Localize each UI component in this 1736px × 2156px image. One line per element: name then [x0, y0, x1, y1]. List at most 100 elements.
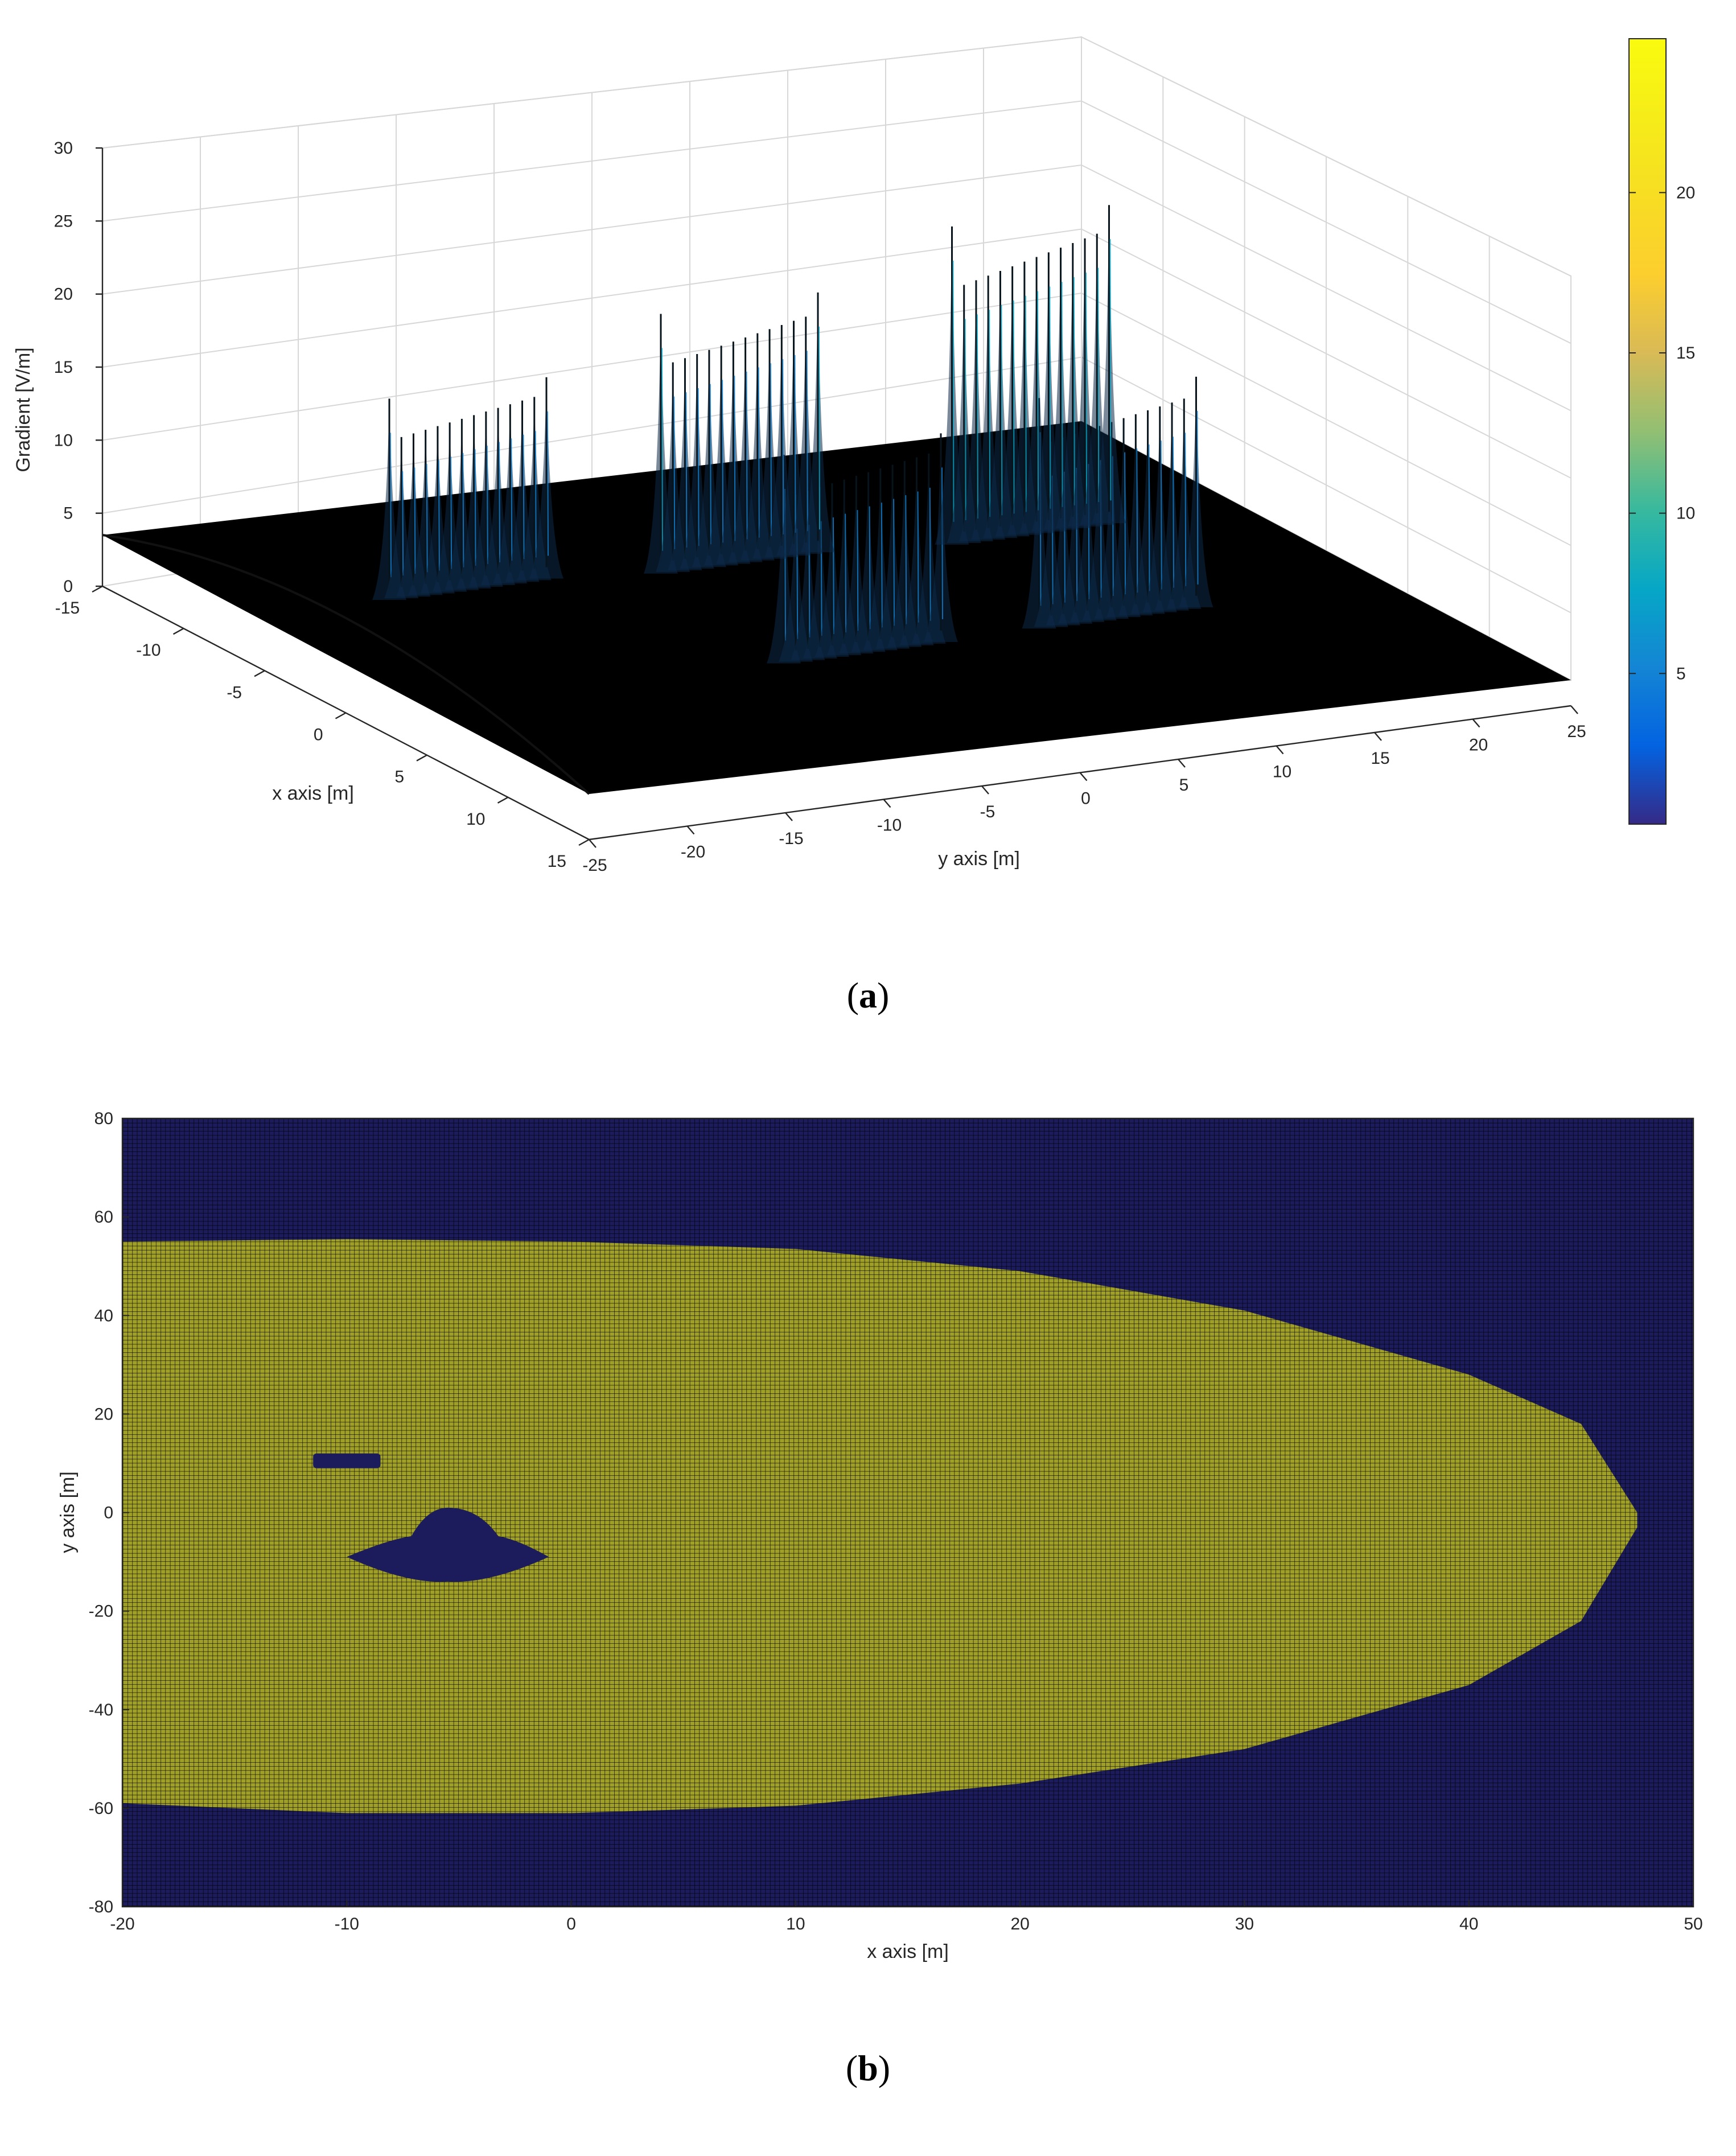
x-tick-mark [254, 670, 265, 677]
peak-highlight [976, 314, 978, 519]
peak-spike [740, 333, 775, 561]
peak-spike [958, 280, 993, 542]
z-tick-label: 10 [54, 431, 73, 450]
y-axis-label: y axis [m] [938, 848, 1020, 870]
y-tick-label: 20 [1469, 736, 1488, 755]
peak-spike [764, 324, 799, 557]
peak-highlight [857, 510, 859, 631]
b-y-axis-label: y axis [m] [57, 1471, 79, 1553]
peak-spike [420, 426, 455, 594]
peak-highlight [661, 348, 663, 551]
colorbar-tick-label: 5 [1676, 664, 1686, 683]
x-tick-label: -15 [55, 599, 80, 618]
peak-highlight [929, 487, 931, 621]
z-tick-label: 20 [54, 285, 73, 304]
y-tick-label: 0 [1081, 789, 1091, 808]
y-tick-mark [1178, 759, 1186, 768]
b-x-tick-label: 0 [566, 1915, 576, 1933]
peak-spike [827, 479, 862, 656]
x-tick-label: -5 [227, 683, 242, 702]
x-tick-mark [335, 712, 347, 719]
peak-spike [493, 404, 528, 584]
y-tick-mark [589, 839, 597, 848]
peak-highlight [818, 326, 820, 530]
peak-highlight [511, 438, 513, 561]
peak-highlight [499, 442, 501, 563]
peak-highlight [1073, 277, 1075, 505]
colorbar-tick-label: 10 [1676, 504, 1695, 523]
peak-highlight [794, 355, 796, 533]
peak-spike [1080, 233, 1114, 525]
peak-highlight [989, 310, 991, 517]
peak-spike [408, 430, 443, 595]
x-tick-mark [416, 754, 427, 762]
b-x-tick-label: -20 [110, 1915, 134, 1933]
peak-highlight [952, 260, 955, 522]
colorbar: 5 10 15 20 [1628, 38, 1695, 825]
peak-spike [839, 476, 874, 654]
b-x-axis-label: x axis [m] [867, 1941, 949, 1962]
peak-highlight [734, 376, 736, 541]
y-tick-label: 15 [1371, 749, 1389, 768]
y-tick-label: 25 [1567, 722, 1586, 741]
x-tick-label: 15 [548, 852, 566, 871]
heatmap-region [122, 1239, 1638, 1813]
hole-bar [313, 1453, 381, 1468]
peak-spike [947, 285, 981, 543]
peak-spike [644, 314, 678, 574]
peak-spike [752, 329, 787, 559]
peak-spike [1118, 414, 1153, 616]
y-tick-label: -25 [582, 856, 607, 875]
b-y-tick-label: 40 [94, 1306, 113, 1325]
y-tick-label: -20 [681, 843, 705, 862]
y-tick-label: -15 [779, 829, 803, 848]
x-tick-label: -10 [136, 641, 161, 660]
peak-spike [396, 433, 431, 597]
peak-spike [704, 345, 739, 566]
y-tick-mark [785, 812, 793, 821]
peak-spike [372, 398, 406, 600]
peak-spike [1019, 257, 1054, 533]
panel-a-surface-chart: 0 5 10 15 20 25 30 -15 -10 -5 0 5 10 15 -25 -20 -15 -10 -5… [13, 36, 1695, 1015]
peak-highlight [1061, 282, 1063, 507]
caption-b-letter: b [858, 2048, 878, 2088]
peak-spike [1130, 410, 1165, 614]
b-x-tick-label: 30 [1235, 1915, 1254, 1933]
colorbar-tick-label: 20 [1676, 183, 1695, 202]
peak-spike [1167, 398, 1202, 609]
x-tick-mark [497, 796, 509, 804]
y-tick-mark [1570, 705, 1578, 714]
b-x-tick-label: 50 [1684, 1915, 1702, 1933]
peak-spike [456, 415, 491, 589]
b-y-tick-label: 80 [94, 1109, 113, 1128]
peak-highlight [1097, 268, 1100, 503]
peak-spike [1031, 252, 1066, 532]
peak-spike [1142, 406, 1177, 612]
peak-spike [529, 377, 563, 579]
b-y-tick-label: 60 [94, 1208, 113, 1227]
peak-spike [801, 292, 835, 553]
peak-spike [680, 353, 714, 569]
peak-spike [384, 437, 419, 599]
peak-highlight [1109, 239, 1112, 501]
b-x-tick-label: 10 [786, 1915, 805, 1933]
z-tick-label: 5 [63, 504, 73, 523]
caption-a-letter: a [859, 975, 877, 1015]
peak-highlight [917, 491, 919, 623]
peak-spike [971, 275, 1006, 540]
peak-highlight [414, 467, 416, 574]
y-tick-label: -5 [980, 803, 995, 821]
peak-spike [445, 418, 479, 590]
peak-spike [1068, 238, 1103, 527]
y-tick-mark [686, 825, 695, 835]
peak-spike [911, 453, 946, 644]
peak-spike [656, 362, 690, 572]
colorbar-tick-label: 15 [1676, 344, 1695, 363]
b-y-tick-label: -80 [89, 1898, 113, 1916]
caption-b: (b) [846, 2048, 890, 2088]
b-y-tick-label: 0 [104, 1504, 113, 1523]
peak-highlight [1173, 437, 1175, 588]
b-x-tick-label: 20 [1010, 1915, 1029, 1933]
x-tick-mark [578, 838, 590, 846]
